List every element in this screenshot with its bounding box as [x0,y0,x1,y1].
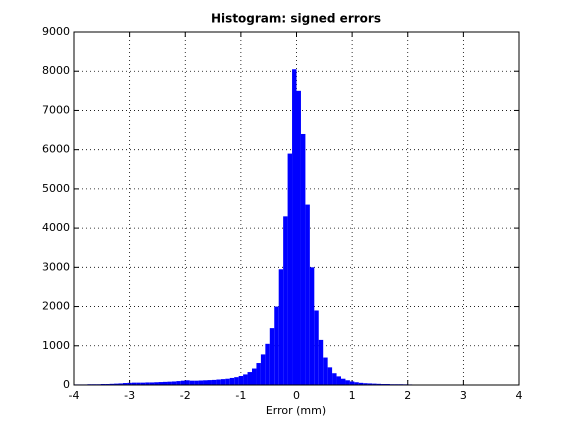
bar [252,368,257,385]
bar [238,375,244,385]
bar [349,381,355,385]
bar [345,380,350,385]
bar [114,383,119,385]
bar [127,382,132,385]
bar [287,153,293,385]
bar [154,382,159,385]
y-tick-label: 7000 [42,103,70,116]
x-tick-label: -3 [124,389,135,402]
bar [274,306,279,385]
bar [189,380,195,385]
bar [305,204,310,385]
bar [203,380,208,385]
x-tick-label: 0 [293,389,300,402]
bar [327,367,333,385]
bar [225,378,230,385]
bar [171,381,177,385]
bar [207,380,212,385]
bar [278,269,284,385]
y-tick-label: 9000 [42,25,70,38]
x-tick-label: -4 [69,389,80,402]
bar [145,382,150,385]
plot-area: 0 1000 2000 3000 4000 5000 6000 7000 8000 9000 -4 -… [42,25,523,402]
y-tick-label: 3000 [42,260,70,273]
bar [180,380,186,385]
bar [296,90,301,385]
bar [243,374,248,385]
bar [229,377,235,385]
bar [185,380,190,385]
bar [354,382,359,385]
bar [136,382,141,385]
bar [176,381,181,385]
bar [336,376,341,385]
x-axis-label: Error (mm) [266,404,326,417]
bar [260,354,266,385]
bar [376,383,382,385]
bar [367,383,373,385]
bar [158,382,163,385]
y-tick-label: 8000 [42,64,70,77]
bar [341,378,346,385]
y-tick-label: 6000 [42,143,70,156]
bar [300,133,306,385]
bar [269,328,275,385]
bar [363,383,368,385]
bar [198,380,204,385]
bar [216,379,221,385]
bar [256,363,261,385]
y-tick-label: 2000 [42,300,70,313]
bar [211,379,217,385]
y-tick-label: 5000 [42,182,70,195]
bar [122,383,128,385]
x-tick-label: -2 [180,389,191,402]
bar [163,381,168,385]
bar [358,382,364,385]
axes-box [73,31,520,386]
bar [314,310,319,385]
bar [194,380,199,385]
bar [109,383,115,385]
x-tick-label: 3 [460,389,467,402]
bar [140,382,146,385]
bar [265,343,270,385]
bar [149,382,155,385]
y-tick-label: 1000 [42,339,70,352]
bar [318,339,324,385]
bar [234,377,239,385]
bar [323,357,328,385]
bar [292,69,297,385]
x-tick-label: 4 [516,389,523,402]
x-tick-label: 2 [404,389,411,402]
bar [167,381,172,385]
bar [131,382,137,385]
bar [220,379,226,385]
chart-title: Histogram: signed errors [211,12,381,26]
x-tick-label: -1 [235,389,246,402]
bar [309,267,315,385]
y-tick-label: 4000 [42,221,70,234]
x-tick-label: 1 [349,389,356,402]
y-tick-label: 0 [63,378,70,391]
bar [118,383,123,385]
bar [372,383,377,385]
bar [332,373,337,385]
bar [283,216,288,385]
bar [247,372,252,385]
